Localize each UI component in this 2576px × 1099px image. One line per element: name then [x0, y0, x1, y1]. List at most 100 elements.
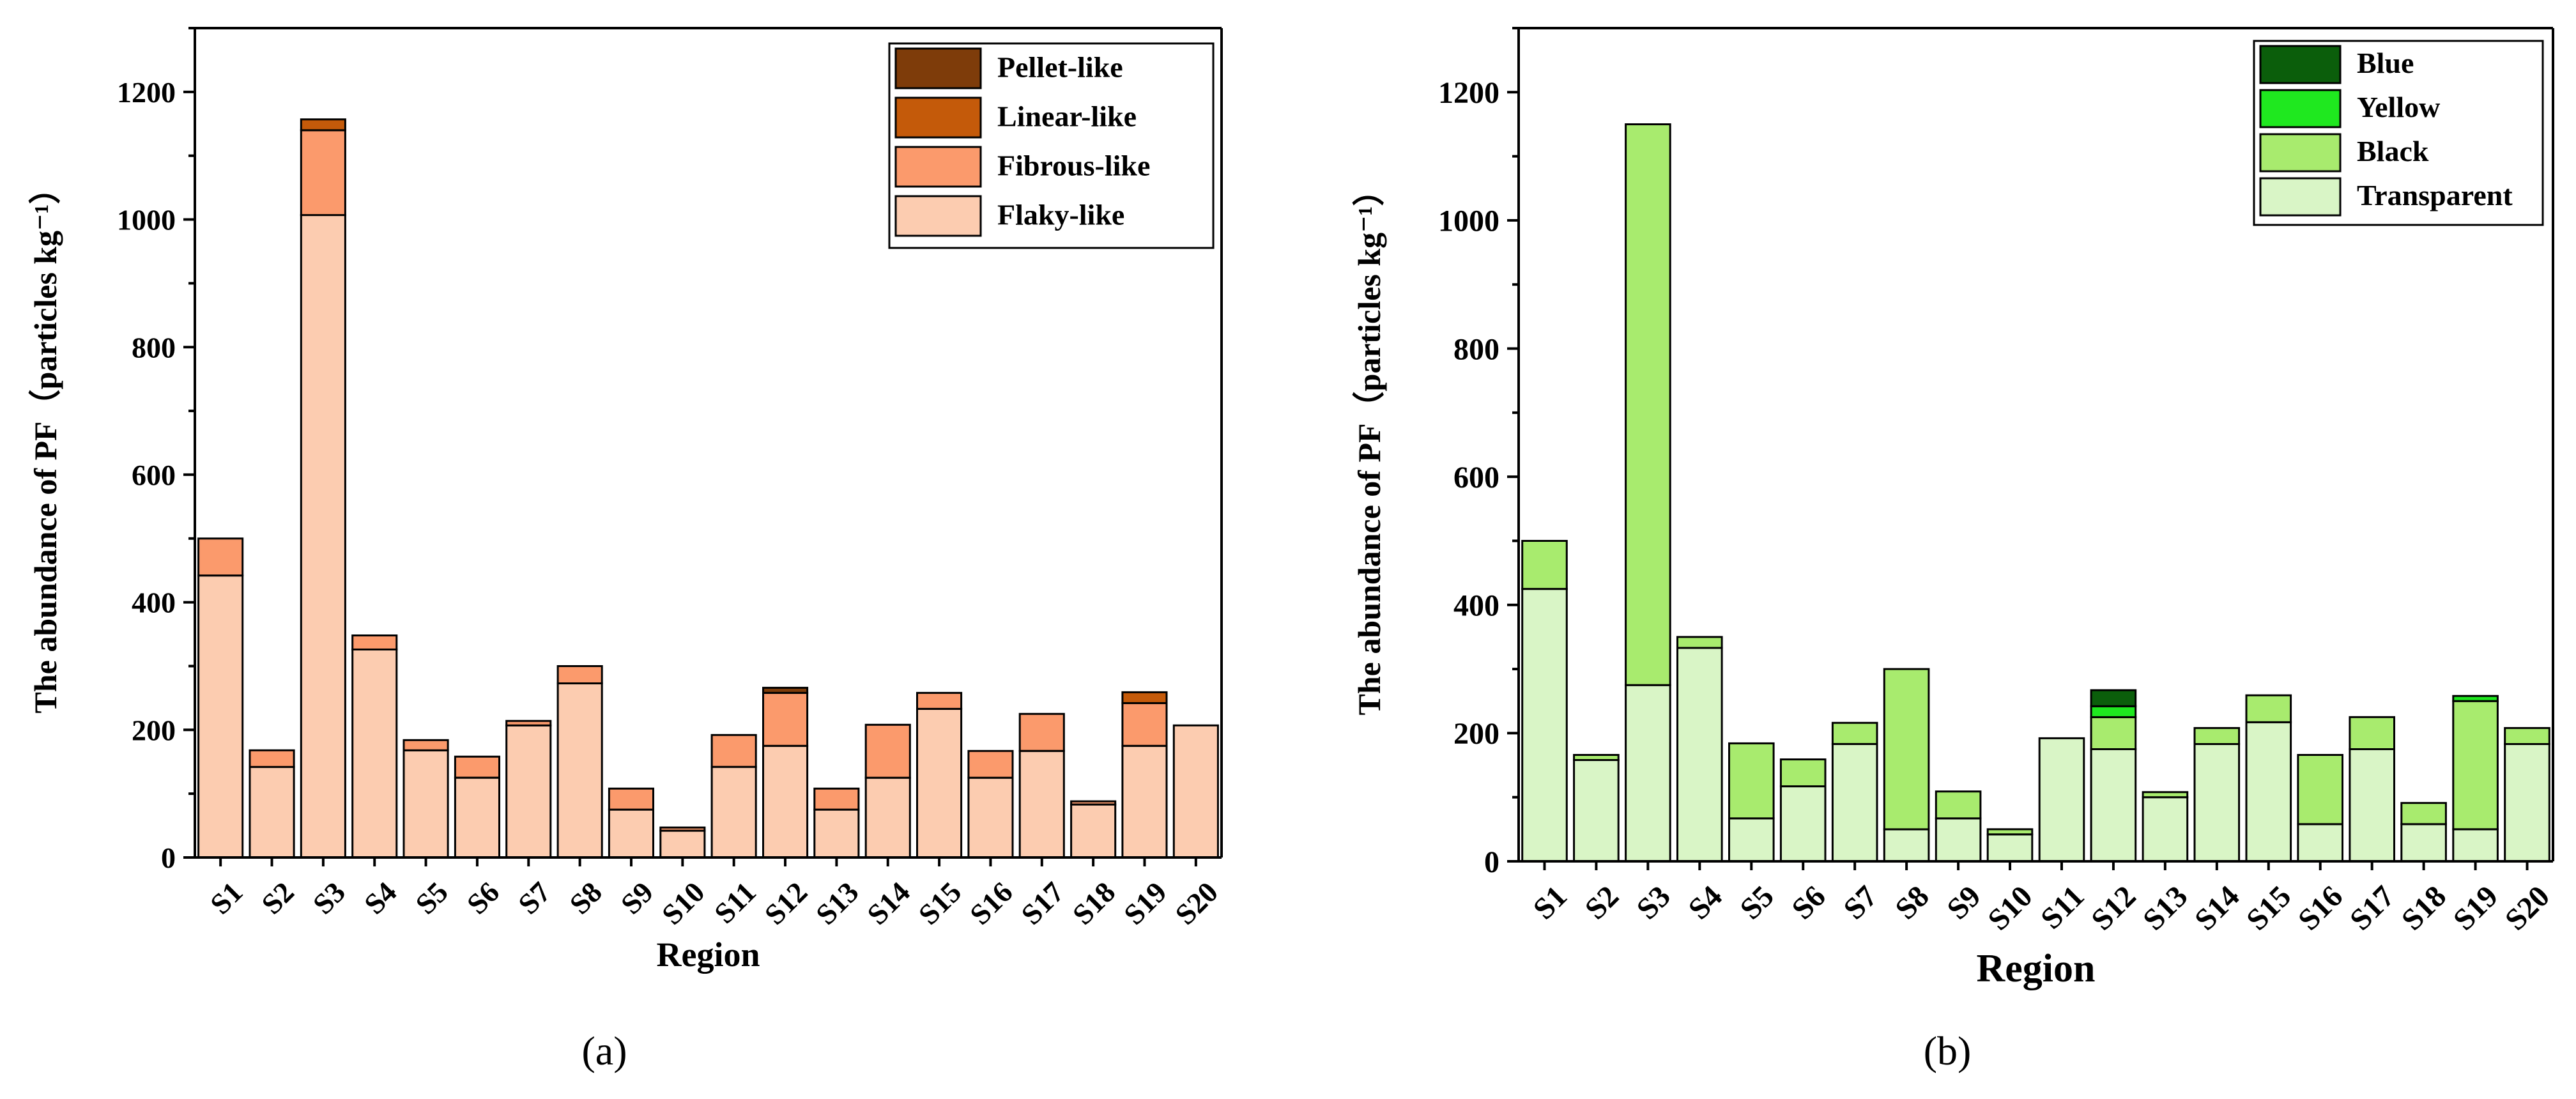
legend-swatch-pellet-like [894, 47, 982, 89]
bars [197, 118, 1219, 859]
panel-label: (a) [581, 1028, 627, 1073]
x-tick-label-S5: S5 [409, 875, 454, 920]
bar-S20-flaky-like [1172, 724, 1219, 859]
bar-S17-black [2349, 716, 2395, 751]
bar-S15-transparent [2245, 721, 2292, 863]
bar-S6-transparent [1779, 785, 1827, 863]
x-axis-title: Region [657, 935, 760, 974]
legend-swatch-linear-like [894, 96, 982, 139]
x-tick-label-S13: S13 [2136, 879, 2194, 937]
y-tick-label: 400 [132, 587, 176, 619]
x-tick-label-S3: S3 [1630, 879, 1677, 926]
bar-S7-fibrous-like [505, 719, 552, 726]
bar-S13-fibrous-like [813, 787, 860, 811]
x-tick-label-S15: S15 [2240, 879, 2297, 937]
x-tick-label-S11: S11 [2034, 879, 2090, 935]
bar-S13-transparent [2142, 796, 2189, 863]
x-tick-label-S20: S20 [1169, 875, 1224, 931]
bar-S5-transparent [1728, 817, 1775, 863]
bar-S12-pellet-like [762, 686, 809, 694]
bars [1521, 123, 2550, 863]
bar-S16-flaky-like [967, 776, 1014, 859]
x-tick-label-S18: S18 [1066, 875, 1122, 931]
bar-S12-transparent [2090, 748, 2137, 863]
bar-S8-black [1883, 668, 1930, 831]
bar-S14-transparent [2193, 742, 2241, 863]
bar-S17-transparent [2349, 748, 2395, 863]
x-tick-label-S8: S8 [1889, 879, 1935, 926]
bar-S10-flaky-like [659, 829, 706, 859]
x-tick-label-S1: S1 [204, 875, 249, 920]
bar-S8-transparent [1883, 828, 1930, 863]
bar-S5-black [1728, 742, 1775, 820]
x-tick-label-S12: S12 [2085, 879, 2142, 937]
bar-S19-transparent [2452, 828, 2499, 863]
bar-S18-transparent [2400, 823, 2447, 863]
bar-S10-black [1986, 828, 2034, 836]
legend-swatch-yellow [2259, 89, 2342, 128]
x-tick-label-S11: S11 [708, 875, 762, 930]
x-tick-label-S7: S7 [512, 875, 556, 920]
bar-S8-flaky-like [556, 682, 603, 859]
y-tick-label: 1000 [1438, 204, 1499, 238]
x-tick-label-S15: S15 [912, 875, 968, 931]
legend-swatch-fibrous-like [894, 146, 982, 188]
bar-S9-black [1935, 790, 1982, 820]
bar-S1-transparent [1521, 588, 1568, 863]
bar-S12-blue [2090, 689, 2137, 707]
y-tick-label: 200 [132, 714, 176, 746]
bar-S6-fibrous-like [454, 755, 501, 779]
bar-S15-black [2245, 694, 2292, 723]
legend: Blue Yellow Black Transparent [2253, 40, 2544, 226]
bar-S2-black [1573, 754, 1620, 761]
bar-S10-fibrous-like [659, 826, 706, 832]
bar-S19-black [2452, 700, 2499, 831]
x-tick-label-S6: S6 [461, 875, 505, 920]
bar-S8-fibrous-like [556, 665, 603, 684]
y-tick-label: 0 [1484, 845, 1499, 879]
y-tick-label: 200 [1453, 717, 1499, 751]
bar-S10-transparent [1986, 833, 2034, 863]
x-tick-label-S12: S12 [758, 875, 814, 931]
bar-S3-fibrous-like [300, 129, 346, 217]
bar-S19-yellow [2452, 695, 2499, 702]
legend-swatch-flaky-like [894, 195, 982, 237]
bar-S4-flaky-like [351, 649, 398, 859]
x-tick-label-S16: S16 [963, 875, 1019, 931]
bar-S14-fibrous-like [864, 723, 911, 779]
bar-S4-transparent [1676, 647, 1723, 863]
bar-S17-fibrous-like [1018, 712, 1065, 752]
x-tick-label-S10: S10 [1981, 879, 2039, 937]
x-tick-label-S2: S2 [1579, 879, 1625, 926]
bar-S20-black [2504, 726, 2550, 746]
x-tick-label-S14: S14 [861, 875, 916, 931]
bar-S2-transparent [1573, 759, 1620, 863]
legend-label-pellet-like: Pellet-like [997, 51, 1123, 84]
x-tick-label-S18: S18 [2395, 879, 2453, 937]
x-tick-label-S1: S1 [1527, 879, 1574, 926]
x-tick-label-S7: S7 [1837, 879, 1883, 926]
bar-S15-flaky-like [916, 707, 963, 859]
x-tick-label-S20: S20 [2499, 879, 2556, 937]
bar-S12-black [2090, 716, 2137, 751]
x-tick-label-S8: S8 [563, 875, 608, 920]
bar-S12-flaky-like [762, 744, 809, 859]
bar-S16-fibrous-like [967, 749, 1014, 779]
x-axis-title: Region [1977, 947, 2096, 990]
legend-swatch-transparent [2259, 177, 2342, 217]
bar-S9-fibrous-like [608, 787, 655, 811]
x-tick-label-S14: S14 [2188, 879, 2246, 937]
bar-S14-black [2193, 726, 2241, 746]
y-tick-label: 0 [161, 842, 176, 874]
bar-S14-flaky-like [864, 776, 911, 859]
x-tick-label-S17: S17 [1015, 875, 1070, 931]
legend-label-black: Black [2357, 135, 2429, 167]
y-tick-label: 1000 [117, 204, 176, 236]
y-tick-label: 800 [1453, 332, 1499, 366]
x-tick-label-S10: S10 [656, 875, 711, 931]
bar-S19-fibrous-like [1121, 702, 1168, 747]
legend-label-flaky-like: Flaky-like [997, 199, 1124, 231]
x-tick-label-S4: S4 [1682, 879, 1729, 926]
